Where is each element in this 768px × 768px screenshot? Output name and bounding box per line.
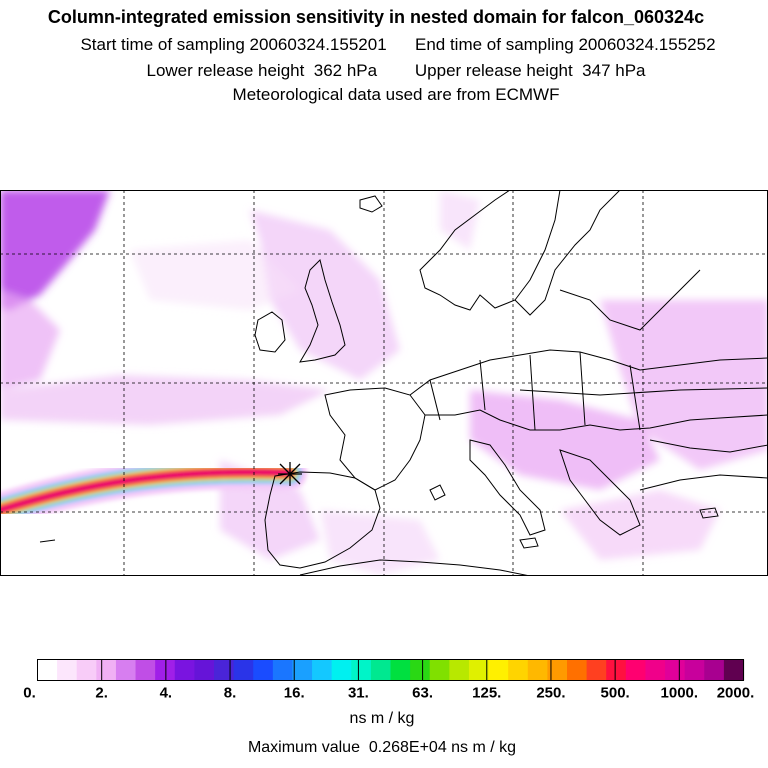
met-data-line: Meteorological data used are from ECMWF <box>232 85 560 104</box>
legend-swatch <box>331 659 352 681</box>
coastlines <box>39 190 768 576</box>
legend-tick-label: 2. <box>95 685 108 701</box>
plot-title: Column-integrated emission sensitivity i… <box>47 7 705 27</box>
legend-swatch <box>645 659 666 681</box>
release-location-cross-icon <box>278 462 302 486</box>
legend-tick-label: 4. <box>160 685 173 701</box>
legend-swatch <box>57 659 78 681</box>
legend-swatch <box>312 659 333 681</box>
legend-tick-label: 8. <box>224 685 237 701</box>
legend-swatch <box>723 659 745 681</box>
legend-tick-label: 125. <box>472 685 501 701</box>
legend-swatch <box>625 659 647 681</box>
legend-swatch <box>292 659 313 681</box>
legend-unit-label: ns m / kg <box>349 710 415 727</box>
legend-frame <box>37 659 744 681</box>
legend-swatch <box>390 659 411 681</box>
legend-swatch <box>468 659 490 681</box>
legend-swatch <box>174 659 195 681</box>
legend-tick-label: 63. <box>412 685 433 701</box>
legend-swatch <box>155 659 176 681</box>
maximum-value-label: Maximum value 0.268E+04 ns m / kg <box>247 739 517 756</box>
legend-tick-label: 250. <box>536 685 565 701</box>
legend-swatch <box>488 659 509 681</box>
legend-swatch <box>508 659 529 681</box>
legend-tick-label: 0. <box>23 685 36 701</box>
legend-tick-label: 2000. <box>717 685 755 701</box>
legend-swatch <box>351 659 372 681</box>
legend-swatch <box>449 659 470 681</box>
legend-swatch <box>37 659 58 681</box>
legend-swatch <box>586 659 607 681</box>
legend-swatch <box>527 659 548 681</box>
legend-swatch <box>194 659 215 681</box>
legend-swatch <box>253 659 274 681</box>
legend-ticks: 0. 2. 4. 8. 16. 31. 63. 125. 250. 500. 1000. 2000. <box>23 659 755 701</box>
emission-plume <box>0 455 307 527</box>
legend-swatch <box>76 659 97 681</box>
legend-tick-label: 1000. <box>661 685 699 701</box>
legend-swatch <box>567 659 588 681</box>
color-scale-legend: 0. 2. 4. 8. 16. 31. 63. 125. 250. 500. 1000. 2000. <box>23 659 755 701</box>
legend-swatch <box>665 659 686 681</box>
legend-swatch <box>96 659 117 681</box>
legend-swatch <box>704 659 725 681</box>
legend-swatch <box>684 659 705 681</box>
legend-tick-label: 31. <box>348 685 369 701</box>
legend-swatch <box>547 659 568 681</box>
legend-swatch <box>214 659 235 681</box>
legend-swatch <box>135 659 156 681</box>
legend-swatches <box>37 659 745 681</box>
legend-swatch <box>370 659 392 681</box>
graticule-lines <box>0 190 768 576</box>
legend-tick-label: 16. <box>284 685 305 701</box>
map-panel <box>0 190 768 576</box>
legend-swatch <box>233 659 254 681</box>
legend-swatch <box>115 659 137 681</box>
legend-tick-label: 500. <box>601 685 630 701</box>
release-height-line: Lower release height 362 hPa Upper relea… <box>146 61 646 80</box>
legend-swatch <box>606 659 627 681</box>
legend-swatch <box>410 659 431 681</box>
legend-swatch <box>429 659 450 681</box>
legend-swatch <box>272 659 294 681</box>
sampling-time-line: Start time of sampling 20060324.155201 E… <box>80 35 716 54</box>
